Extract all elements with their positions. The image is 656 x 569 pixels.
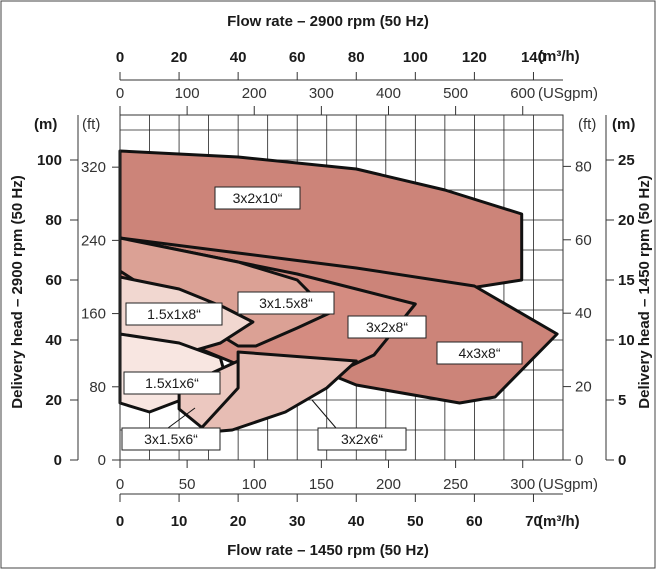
label-leader	[311, 399, 337, 429]
tick-label: 40	[45, 332, 62, 349]
tick-label: 60	[575, 232, 592, 249]
right-ft-unit: (ft)	[578, 116, 596, 133]
tick-label: 30	[289, 513, 306, 530]
tick-label: 150	[309, 476, 334, 493]
plot-border	[119, 114, 564, 461]
label-box	[317, 427, 407, 451]
tick-label: 60	[45, 272, 62, 289]
label-box	[123, 371, 221, 395]
series-label: 1.5x1x6“	[145, 375, 199, 391]
tick-label: 100	[175, 85, 200, 102]
tick-label: 300	[309, 85, 334, 102]
top-m3h-unit: (m³/h)	[538, 48, 580, 65]
tick-label: 80	[575, 158, 592, 175]
left-axis-title: Delivery head – 2900 rpm (50 Hz)	[9, 175, 26, 408]
series-label: 3x2x8“	[366, 319, 408, 335]
label-box	[214, 186, 301, 210]
label-box	[436, 341, 523, 365]
tick-label: 70	[525, 513, 542, 530]
tick-label: 50	[179, 476, 196, 493]
top-axis-title: Flow rate – 2900 rpm (50 Hz)	[227, 13, 429, 30]
series-area	[195, 350, 358, 435]
tick-label: 120	[462, 49, 487, 66]
tick-label: 20	[171, 49, 188, 66]
tick-label: 140	[521, 49, 546, 66]
tick-label: 20	[618, 212, 635, 229]
tick-label: 20	[575, 379, 592, 396]
tick-label: 10	[171, 513, 188, 530]
tick-label: 300	[510, 476, 535, 493]
tick-label: 0	[98, 452, 106, 469]
tick-label: 80	[45, 212, 62, 229]
tick-label: 0	[116, 513, 124, 530]
tick-label: 20	[45, 392, 62, 409]
series-label: 3x2x6“	[341, 431, 383, 447]
label-box	[347, 315, 427, 339]
top-gpm-unit: (USgpm)	[538, 85, 598, 102]
tick-label: 100	[242, 476, 267, 493]
tick-label: 60	[289, 49, 306, 66]
label-box	[237, 291, 335, 315]
plot-frame	[119, 114, 564, 461]
tick-label: 20	[230, 513, 247, 530]
tick-label: 0	[116, 476, 124, 493]
bottom-gpm-unit: (USgpm)	[538, 476, 598, 493]
tick-label: 0	[116, 49, 124, 66]
series-label: 4x3x8“	[458, 345, 500, 361]
tick-label: 5	[618, 392, 626, 409]
tick-label: 240	[81, 232, 106, 249]
tick-label: 400	[376, 85, 401, 102]
label-box	[121, 427, 221, 451]
bottom-axis-title: Flow rate – 1450 rpm (50 Hz)	[227, 542, 429, 559]
series-label: 3x2x10“	[233, 190, 283, 206]
series-label: 3x1.5x6“	[144, 431, 198, 447]
left-ft-unit: (ft)	[82, 116, 100, 133]
left-m-unit: (m)	[34, 116, 57, 133]
tick-label: 80	[348, 49, 365, 66]
tick-label: 40	[230, 49, 247, 66]
series-label: 3x1.5x8“	[259, 295, 313, 311]
tick-label: 10	[618, 332, 635, 349]
label-box	[125, 302, 223, 326]
tick-label: 500	[443, 85, 468, 102]
tick-label: 0	[618, 452, 626, 469]
tick-label: 40	[575, 305, 592, 322]
tick-label: 100	[37, 152, 62, 169]
tick-label: 250	[443, 476, 468, 493]
right-m-unit: (m)	[612, 116, 635, 133]
series-labels: 3x2x10“ 4x3x8“ 3x2x8“ 3x1.5x8“ 1.5x1x8“ 1.5x1…	[121, 186, 523, 451]
right-axis-title: Delivery head – 1450 rpm (50 Hz)	[636, 175, 653, 408]
tick-label: 100	[403, 49, 428, 66]
tick-label: 40	[348, 513, 365, 530]
tick-label: 80	[89, 379, 106, 396]
tick-label: 0	[54, 452, 62, 469]
series-label: 1.5x1x8“	[147, 306, 201, 322]
tick-label: 160	[81, 306, 106, 323]
tick-label: 600	[510, 85, 535, 102]
tick-label: 25	[618, 152, 635, 169]
tick-label: 0	[116, 85, 124, 102]
tick-label: 15	[618, 272, 635, 289]
tick-label: 320	[81, 159, 106, 176]
bottom-m3h-unit: (m³/h)	[538, 513, 580, 530]
tick-label: 200	[376, 476, 401, 493]
tick-label: 50	[407, 513, 424, 530]
tick-label: 60	[466, 513, 483, 530]
label-leader	[167, 407, 196, 429]
tick-label: 0	[575, 452, 583, 469]
tick-label: 200	[242, 85, 267, 102]
